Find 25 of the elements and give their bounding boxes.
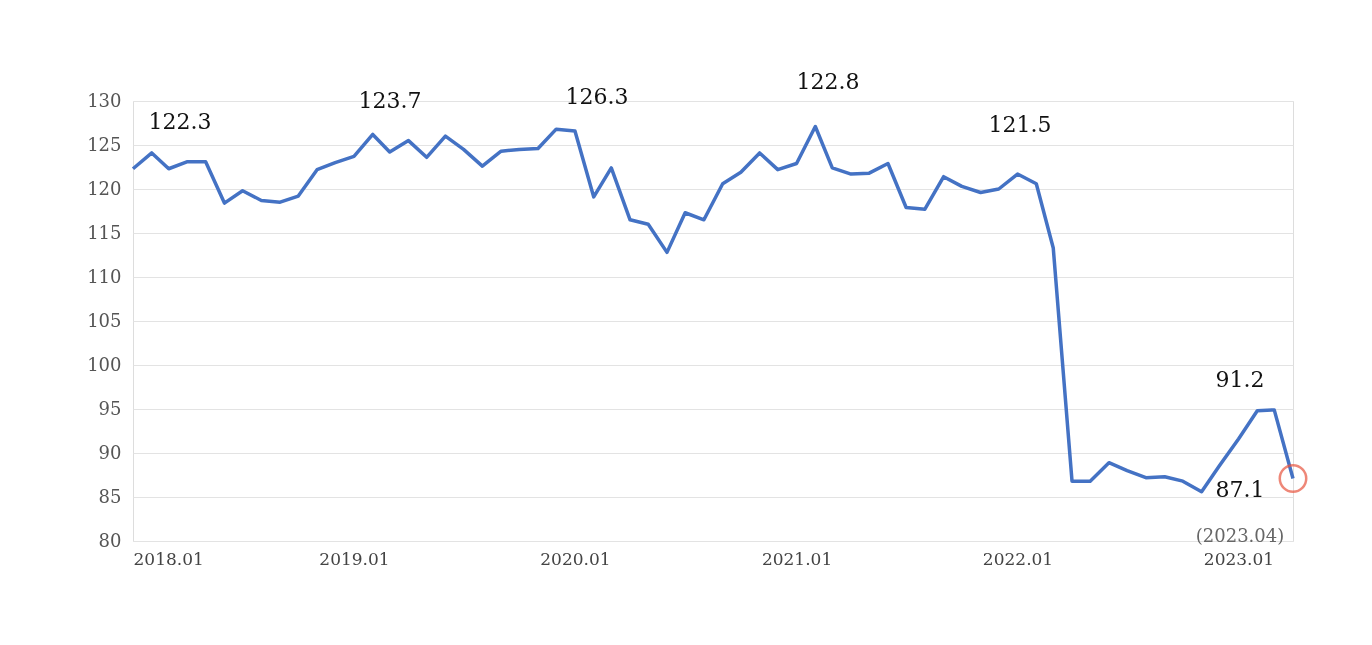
annotation: (2023.04) <box>1195 525 1285 546</box>
y-tick-label: 95 <box>98 397 122 419</box>
x-tick-label: 2019.01 <box>319 548 390 569</box>
annotation: 87.1 <box>1215 477 1265 502</box>
x-tick-label: 2022.01 <box>982 548 1054 569</box>
y-tick-label: 105 <box>87 309 122 331</box>
annotation: 121.5 <box>988 112 1052 137</box>
y-tick-label: 115 <box>87 221 122 243</box>
x-tick-label: 2021.01 <box>761 548 833 569</box>
x-tick-label: 2020.01 <box>540 548 611 569</box>
y-tick-label: 110 <box>87 265 122 287</box>
x-tick-label: 2023.01 <box>1203 548 1275 569</box>
annotation: 122.3 <box>148 109 212 134</box>
annotation: 91.2 <box>1215 367 1265 392</box>
y-tick-label: 130 <box>87 89 122 111</box>
x-tick-label: 2018.01 <box>133 548 204 569</box>
annotation: 126.3 <box>565 84 629 109</box>
annotation: 123.7 <box>358 88 422 113</box>
y-tick-label: 120 <box>87 177 122 199</box>
text: 122.8 <box>796 69 860 94</box>
y-tick-label: 90 <box>98 441 122 463</box>
y-tick-label: 80 <box>98 529 122 551</box>
y-tick-label: 100 <box>87 353 122 375</box>
y-tick-label: 85 <box>98 485 122 507</box>
y-tick-label: 125 <box>87 133 122 155</box>
